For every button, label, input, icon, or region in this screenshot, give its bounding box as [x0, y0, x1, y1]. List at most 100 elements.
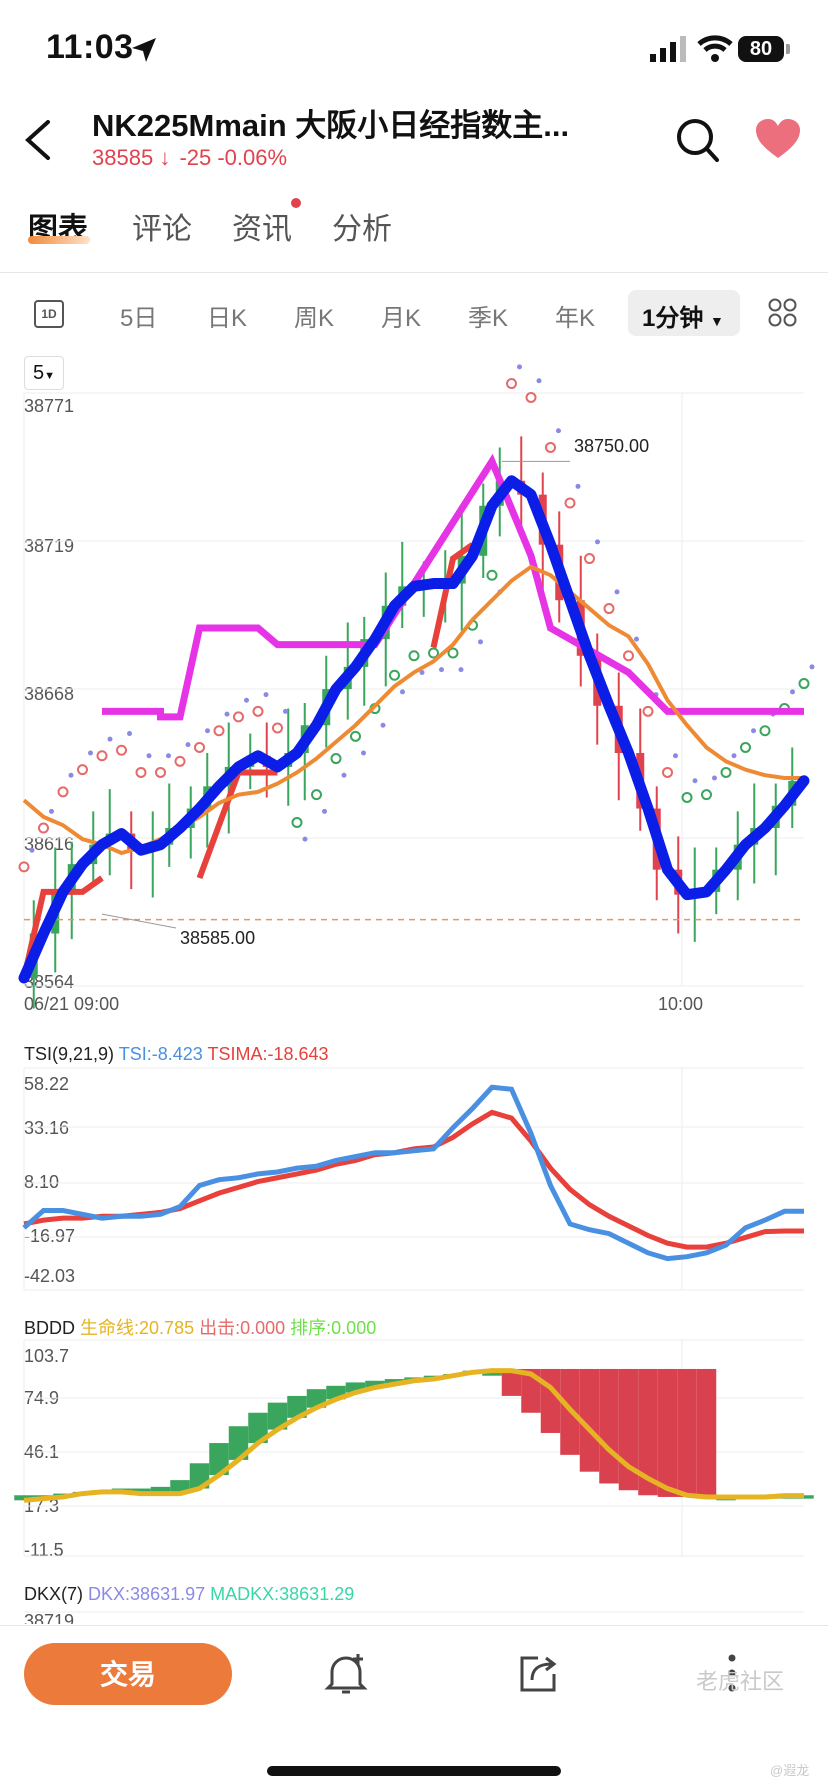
y-tick: 58.22	[24, 1074, 70, 1094]
sort-value: 排序:0.000	[290, 1318, 377, 1338]
bddd-bar	[677, 1368, 697, 1497]
attack-value: 出击:0.000	[199, 1318, 286, 1338]
bddd-bar	[501, 1368, 522, 1396]
sar-dot-minor	[224, 711, 230, 717]
sar-dot-minor	[439, 667, 444, 673]
ma-select[interactable]: 5▼	[24, 356, 64, 390]
sar-dot	[428, 647, 439, 659]
sar-dot-minor	[29, 847, 35, 853]
bddd-bar	[287, 1395, 307, 1418]
heart-icon[interactable]	[754, 118, 802, 160]
sar-dot	[252, 705, 264, 717]
sar-dot-minor	[205, 728, 210, 734]
madkx-value: MADKX:38631.29	[210, 1584, 355, 1604]
period-1d-icon[interactable]: 1D	[34, 300, 64, 328]
sar-dot-minor	[556, 428, 561, 434]
tsi-value: TSI:-8.423	[118, 1044, 203, 1064]
period-year-k[interactable]: 年K	[555, 305, 596, 332]
status-time: 11:03	[46, 28, 134, 66]
y-tick: 8.10	[24, 1172, 60, 1192]
back-icon[interactable]	[22, 118, 54, 162]
sar-dot	[77, 764, 88, 776]
ma-select-value: 5	[32, 362, 45, 384]
period-quarter-k[interactable]: 季K	[468, 305, 509, 332]
sar-dot	[740, 741, 751, 753]
x-tick: 06/21 09:00	[24, 994, 120, 1014]
sar-dot	[662, 766, 673, 778]
wifi-icon	[697, 35, 733, 62]
grid-icon[interactable]	[768, 298, 798, 328]
sar-dot-minor	[673, 753, 678, 759]
sar-dot	[350, 730, 361, 742]
bddd-bar	[579, 1368, 600, 1472]
sar-dot	[18, 861, 30, 873]
sar-dot-minor	[809, 664, 815, 670]
bddd-title: BDDD 生命线:20.785 出击:0.000 排序:0.000	[24, 1314, 376, 1340]
y-tick: -11.5	[24, 1540, 64, 1560]
chart-canvas[interactable]	[0, 0, 828, 1625]
period-active-bg	[628, 290, 740, 336]
tab-analysis[interactable]: 分析	[332, 213, 392, 246]
home-indicator[interactable]	[267, 1766, 561, 1776]
sar-dot	[96, 750, 108, 762]
dkx-value: DKX:38631.97	[88, 1584, 206, 1604]
caret-down-icon: ▼	[44, 370, 55, 382]
bddd-bar	[365, 1380, 385, 1388]
sar-dot-minor	[692, 778, 698, 784]
sar-dot	[798, 678, 810, 690]
sar-dot	[194, 741, 205, 753]
sar-dot-minor	[361, 750, 366, 756]
sar-dot	[272, 722, 283, 734]
watermark-sub: @遐龙	[770, 1763, 810, 1778]
price-change: -25	[179, 145, 212, 170]
trade-button[interactable]: 交易	[24, 1643, 232, 1705]
sar-dot	[447, 647, 459, 659]
sar-dot	[486, 569, 498, 581]
sar-dot	[57, 786, 69, 798]
sar-dot-minor	[419, 669, 425, 675]
sar-dot	[701, 789, 712, 801]
sar-dot-minor	[244, 697, 249, 703]
sar-dot	[135, 766, 147, 778]
magenta-line	[102, 453, 804, 721]
price-change-pct: -0.06%	[217, 145, 288, 170]
sar-dot-minor	[790, 689, 795, 695]
period-month-k[interactable]: 月K	[381, 305, 422, 332]
tab-comments[interactable]: 评论	[132, 213, 192, 246]
bddd-bar	[696, 1368, 717, 1497]
sar-dot-minor	[478, 639, 483, 645]
period-1min-dropdown[interactable]: 1分钟 ▼	[642, 298, 724, 333]
sar-dot-minor	[88, 750, 93, 756]
low-price-label: 38585.00	[180, 928, 256, 948]
signal-icon	[650, 36, 686, 62]
more-icon[interactable]	[726, 1652, 738, 1694]
tsi-title: TSI(9,21,9) TSI:-8.423 TSIMA:-18.643	[24, 1044, 329, 1065]
bddd-bar	[638, 1368, 658, 1496]
high-price-label: 38750.00	[574, 436, 650, 456]
sar-dot	[525, 391, 537, 403]
sar-dot	[311, 789, 322, 801]
sar-dot	[330, 753, 342, 765]
period-1min-label: 1分钟	[642, 305, 704, 332]
sar-dot	[174, 755, 186, 767]
share-icon[interactable]	[518, 1652, 560, 1694]
sar-dot-minor	[712, 775, 717, 781]
sar-dot-minor	[341, 772, 347, 778]
y-tick: 38616	[24, 834, 75, 854]
bell-plus-icon[interactable]	[324, 1650, 368, 1696]
low-pointer	[101, 913, 177, 929]
period-week-k[interactable]: 周K	[294, 305, 335, 332]
search-icon[interactable]	[676, 118, 720, 164]
watermark: 老虎社区	[696, 1669, 785, 1694]
life-line	[23, 1368, 804, 1503]
bottom-divider	[0, 1625, 828, 1626]
sar-dot-minor	[400, 689, 405, 695]
period-day-k[interactable]: 日K	[207, 305, 248, 332]
tsi-name: TSI(9,21,9)	[24, 1044, 115, 1064]
sar-dot	[564, 497, 576, 509]
period-5day[interactable]: 5日	[120, 305, 158, 332]
tab-news[interactable]: 资讯	[232, 213, 292, 246]
bddd-bar	[267, 1402, 288, 1430]
sar-dot-minor	[614, 589, 620, 595]
battery-tip	[786, 44, 790, 54]
